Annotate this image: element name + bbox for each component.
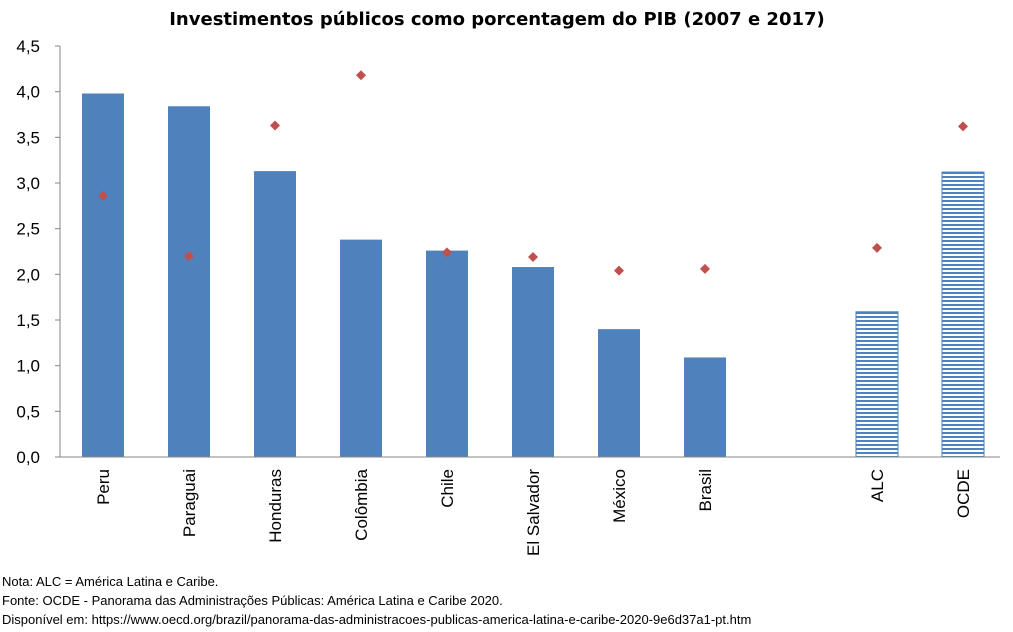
markers-2007 xyxy=(98,70,968,276)
bar-2017-chile xyxy=(426,250,468,457)
x-tick-label: México xyxy=(610,469,629,523)
y-axis: 0,0 0,5 1,0 1,5 2,0 2,5 3,0 3,5 4,0 4,5 xyxy=(16,37,61,467)
bar-2017-méxico xyxy=(598,329,640,457)
x-tick-label: Brasil xyxy=(696,469,715,512)
x-tick-label: Peru xyxy=(94,469,113,505)
marker-2007-honduras xyxy=(270,120,280,131)
y-tick-label: 1,5 xyxy=(16,311,40,330)
bar-2017-peru xyxy=(82,93,124,457)
y-tick-label: 1,0 xyxy=(16,357,40,376)
bars xyxy=(82,93,985,458)
legend-label-2007: 2007 xyxy=(888,568,926,570)
x-tick-label: Paraguai xyxy=(180,469,199,537)
marker-2007-brasil xyxy=(700,263,710,274)
legend: 2017 2007 xyxy=(739,568,926,570)
bar-2017-brasil xyxy=(684,357,726,457)
bar-2017-ocde xyxy=(941,171,985,458)
chart-title: Investimentos públicos como porcentagem … xyxy=(169,9,825,30)
marker-2007-paraguai xyxy=(184,251,194,262)
y-tick-label: 3,5 xyxy=(16,128,40,147)
marker-2007-ocde xyxy=(958,121,968,132)
bar-2017-paraguai xyxy=(168,106,210,457)
bar-2017-alc xyxy=(855,311,899,458)
bar-2017-colômbia xyxy=(340,239,382,457)
x-tick-label: Chile xyxy=(438,469,457,508)
marker-2007-chile xyxy=(442,247,452,258)
note-text: Nota: ALC = América Latina e Caribe. xyxy=(2,574,219,589)
bar-2017-honduras xyxy=(254,171,296,458)
x-tick-label: El Salvador xyxy=(524,469,543,556)
y-tick-label: 3,0 xyxy=(16,174,40,193)
y-tick-label: 2,5 xyxy=(16,220,40,239)
source-text: Fonte: OCDE - Panorama das Administraçõe… xyxy=(2,593,503,608)
marker-2007-colômbia xyxy=(356,70,366,81)
marker-2007-alc xyxy=(872,242,882,253)
chart: Investimentos públicos como porcentagem … xyxy=(16,9,1000,570)
y-tick-label: 0,0 xyxy=(16,448,40,467)
x-tick-label: OCDE xyxy=(954,469,973,518)
bar-2017-el-salvador xyxy=(512,267,554,457)
notes: Nota: ALC = América Latina e Caribe. Fon… xyxy=(2,572,751,629)
marker-2007-méxico xyxy=(614,265,624,276)
marker-2007-el-salvador xyxy=(528,251,538,262)
y-tick-label: 2,0 xyxy=(16,265,40,284)
x-axis: Peru Paraguai Honduras Colômbia Chile El Salv… xyxy=(60,456,1000,556)
x-tick-label: ALC xyxy=(868,469,887,502)
y-tick-label: 4,5 xyxy=(16,37,40,56)
x-tick-label: Honduras xyxy=(266,469,285,543)
x-tick-label: Colômbia xyxy=(352,468,371,540)
y-tick-label: 4,0 xyxy=(16,83,40,102)
available-at-text: Disponível em: https://www.oecd.org/braz… xyxy=(2,612,752,627)
y-tick-label: 0,5 xyxy=(16,402,40,421)
marker-2007-peru xyxy=(98,190,108,201)
legend-label-2017: 2017 xyxy=(739,568,777,570)
